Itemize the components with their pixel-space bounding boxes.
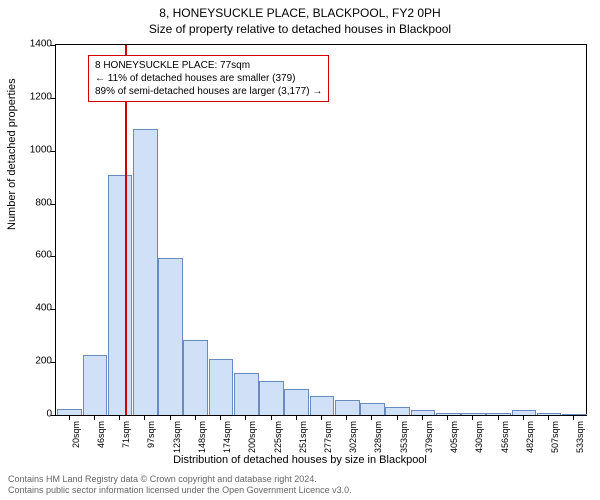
x-tick	[321, 415, 322, 420]
y-tick-label: 200	[35, 356, 52, 367]
y-tick-label: 1400	[30, 39, 52, 50]
x-tick-label: 379sqm	[424, 421, 434, 453]
x-tick	[447, 415, 448, 420]
x-tick-label: 46sqm	[96, 421, 106, 448]
annotation-line: ← 11% of detached houses are smaller (37…	[95, 72, 322, 85]
y-tick-label: 600	[35, 250, 52, 261]
x-tick-label: 71sqm	[121, 421, 131, 448]
y-tick-label: 0	[46, 409, 52, 420]
x-tick	[296, 415, 297, 420]
x-tick	[144, 415, 145, 420]
annotation-line: 8 HONEYSUCKLE PLACE: 77sqm	[95, 59, 322, 72]
x-tick-label: 405sqm	[449, 421, 459, 453]
chart-subtitle: Size of property relative to detached ho…	[0, 20, 600, 36]
x-tick-label: 507sqm	[550, 421, 560, 453]
chart-plot-area: 8 HONEYSUCKLE PLACE: 77sqm← 11% of detac…	[55, 44, 587, 416]
histogram-bar	[310, 396, 335, 416]
histogram-bar	[209, 359, 234, 416]
footer-line-1: Contains HM Land Registry data © Crown c…	[8, 474, 352, 485]
x-tick	[498, 415, 499, 420]
histogram-bar	[108, 175, 133, 415]
x-tick-label: 277sqm	[323, 421, 333, 453]
x-tick-label: 302sqm	[348, 421, 358, 453]
annotation-box: 8 HONEYSUCKLE PLACE: 77sqm← 11% of detac…	[88, 55, 329, 102]
x-tick-label: 225sqm	[273, 421, 283, 453]
x-tick-label: 97sqm	[146, 421, 156, 448]
y-tick-label: 400	[35, 303, 52, 314]
x-tick	[422, 415, 423, 420]
x-tick	[170, 415, 171, 420]
annotation-line: 89% of semi-detached houses are larger (…	[95, 85, 322, 98]
y-tick-label: 800	[35, 197, 52, 208]
x-tick	[220, 415, 221, 420]
histogram-bar	[183, 340, 208, 415]
y-tick-label: 1200	[30, 91, 52, 102]
histogram-bar	[360, 403, 385, 415]
x-tick	[195, 415, 196, 420]
x-tick	[371, 415, 372, 420]
y-tick-label: 1000	[30, 144, 52, 155]
histogram-bar	[158, 258, 183, 415]
y-axis-label: Number of detached properties	[6, 78, 18, 230]
histogram-bar	[512, 410, 537, 415]
x-axis-label: Distribution of detached houses by size …	[0, 454, 600, 466]
x-tick-label: 353sqm	[399, 421, 409, 453]
x-tick-label: 174sqm	[222, 421, 232, 453]
x-tick-label: 456sqm	[500, 421, 510, 453]
x-tick	[271, 415, 272, 420]
x-tick	[472, 415, 473, 420]
histogram-bar	[284, 389, 309, 415]
histogram-bar	[133, 129, 158, 415]
histogram-bar	[259, 381, 284, 415]
x-tick-label: 430sqm	[474, 421, 484, 453]
x-tick	[346, 415, 347, 420]
x-tick-label: 20sqm	[71, 421, 81, 448]
histogram-bar	[234, 373, 259, 415]
x-tick	[94, 415, 95, 420]
histogram-bar	[83, 355, 108, 415]
x-tick	[119, 415, 120, 420]
x-tick-label: 200sqm	[247, 421, 257, 453]
x-tick	[573, 415, 574, 420]
x-tick-label: 148sqm	[197, 421, 207, 453]
histogram-bar	[385, 407, 410, 415]
x-tick-label: 533sqm	[575, 421, 585, 453]
histogram-bar	[335, 400, 360, 415]
x-tick	[397, 415, 398, 420]
footer-line-2: Contains public sector information licen…	[8, 485, 352, 496]
x-tick	[69, 415, 70, 420]
x-tick-label: 328sqm	[373, 421, 383, 453]
x-tick-label: 482sqm	[525, 421, 535, 453]
x-tick	[245, 415, 246, 420]
histogram-bar	[411, 410, 436, 415]
footer-attribution: Contains HM Land Registry data © Crown c…	[8, 474, 352, 496]
x-tick-label: 251sqm	[298, 421, 308, 453]
page-title: 8, HONEYSUCKLE PLACE, BLACKPOOL, FY2 0PH	[0, 0, 600, 20]
x-tick	[548, 415, 549, 420]
x-tick-label: 123sqm	[172, 421, 182, 453]
x-tick	[523, 415, 524, 420]
